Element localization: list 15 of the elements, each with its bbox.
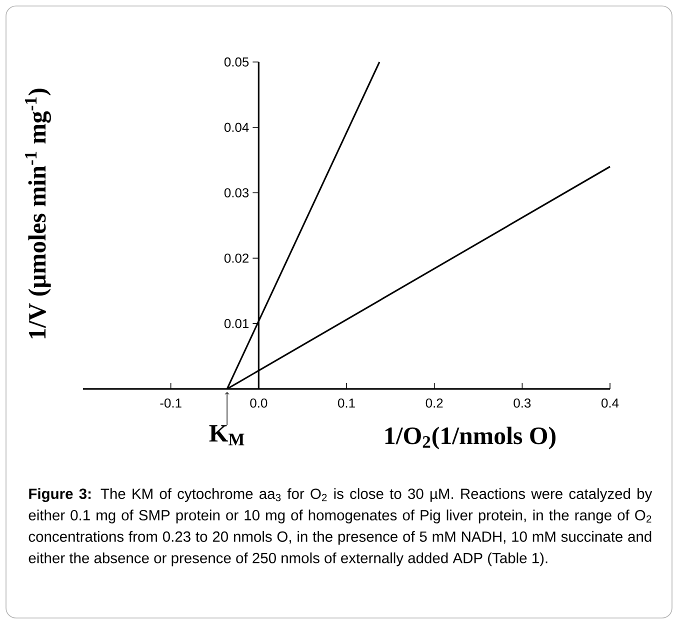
x-tick-label: -0.1 bbox=[160, 398, 182, 408]
y-tick-label: 0.05 bbox=[224, 57, 249, 67]
text: Figure 3: The KM of cytochrome aa$_{3}$ for O$_{2}$ is close to 30 µM. Reactions were catalyzed by either 0.1 mg of SMP protein or 10 mg of homogenates of Pig liver protein, in the range of O$_{2}$ concentrations from 0.23 to 20 nmols O, in the presence of 5 mM NADH, 10 mM succinate and either the absence or presence of 250 nmols of externally added ADP (Table 1). bbox=[28, 488, 652, 566]
y-tick-label: 0.04 bbox=[224, 122, 249, 132]
y-tick-label: 0.01 bbox=[224, 318, 249, 328]
x-axis-title: 1/O$_{2}$(1/nmols O) bbox=[385, 426, 556, 450]
x-tick-label: 0.0 bbox=[250, 398, 268, 408]
y-tick-label: 0.03 bbox=[224, 188, 249, 198]
x-tick-label: 0.4 bbox=[602, 398, 619, 408]
x-tick-label: 0.3 bbox=[514, 398, 531, 408]
y-tick-label: 0.02 bbox=[224, 254, 248, 263]
y-axis-title: 1/V (µmoles min$^{-1}$ mg$^{-1}$) bbox=[25, 88, 52, 338]
annotation: K$_{M}$ bbox=[209, 425, 244, 446]
x-tick-label: 0.2 bbox=[426, 398, 443, 408]
x-tick-label: 0.1 bbox=[338, 398, 355, 408]
